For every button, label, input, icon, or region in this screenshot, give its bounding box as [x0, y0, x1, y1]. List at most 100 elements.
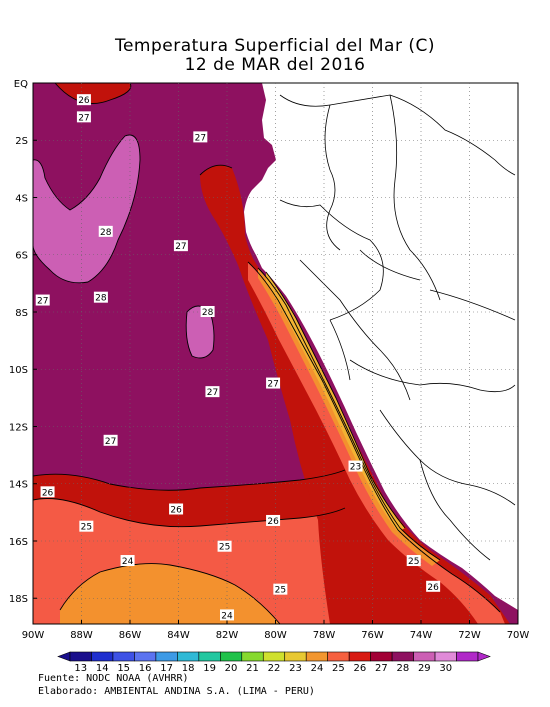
isotherm-label-bg: [348, 460, 363, 472]
colorbar-label: 18: [182, 663, 195, 674]
colorbar-label: 22: [268, 663, 281, 674]
colorbar-swatch: [155, 651, 178, 662]
isotherm-label: 28: [98, 225, 113, 238]
colorbar-label: 29: [418, 663, 431, 674]
isotherm-label: 25: [217, 540, 232, 553]
isotherm-label-bg: [120, 555, 135, 567]
colorbar-swatch: [370, 651, 393, 662]
isotherm-label: 27: [266, 377, 281, 390]
data-source: Fuente: NODC NOAA (AVHRR): [38, 673, 189, 684]
isotherm-label-bg: [266, 514, 281, 526]
isotherm-label: 25: [406, 555, 421, 567]
isotherm-label-bg: [205, 386, 220, 398]
colorbar-label: 24: [311, 663, 324, 674]
latitude-tick: 4S: [15, 193, 28, 204]
latitude-tick: 14S: [9, 480, 28, 491]
isotherm-label-text: 26: [427, 583, 439, 593]
colorbar-swatch: [348, 651, 371, 662]
isotherm-label-text: 26: [170, 506, 182, 516]
isotherm-label-text: 26: [267, 517, 279, 527]
isotherm-label-bg: [173, 240, 188, 252]
isotherm-label-text: 25: [408, 557, 419, 567]
isotherm-label-text: 25: [219, 543, 230, 553]
isotherm-label-text: 27: [267, 380, 278, 390]
isotherm-label: 27: [193, 131, 208, 143]
latitude-tick: 6S: [15, 251, 28, 262]
isotherm-label: 28: [93, 291, 108, 304]
sst-region-26-coast: [200, 165, 510, 624]
isotherm-label-bg: [193, 131, 208, 143]
sst-region-23-coast: [266, 272, 405, 532]
longitude-tick: 88W: [70, 630, 93, 641]
isotherm-label-bg: [103, 434, 118, 446]
sst-field: [33, 83, 518, 624]
isotherm-label: 27: [103, 434, 118, 447]
isotherm-label: 24: [220, 609, 234, 621]
isotherm-label-bg: [76, 111, 91, 123]
isotherm-label-text: 27: [195, 133, 206, 143]
isotherm-label-bg: [35, 294, 50, 306]
isotherm-label: 26: [76, 94, 91, 106]
latitude-tick: 10S: [9, 365, 28, 376]
isotherm-label-text: 25: [81, 523, 92, 533]
isotherm-label-text: 26: [42, 488, 54, 498]
longitude-tick: 82W: [216, 630, 239, 641]
isotherm-label-bg: [200, 305, 215, 317]
isotherm-label: 25: [79, 520, 94, 533]
isotherm-lines: [33, 83, 501, 624]
colorbar-label: 25: [332, 663, 345, 674]
colorbar-label: 13: [74, 663, 87, 674]
isotherm-label-bg: [93, 291, 108, 303]
colorbar-swatch: [305, 651, 328, 662]
land-mass: [244, 83, 518, 610]
longitude-tick: 90W: [22, 630, 45, 641]
colorbar-swatch: [177, 651, 200, 662]
latitude-tick: 18S: [9, 594, 28, 605]
isotherm-label-text: 27: [175, 242, 186, 252]
colorbar-label: 15: [117, 663, 130, 674]
isotherm-label-bg: [79, 520, 94, 532]
latitude-tick: 12S: [9, 422, 28, 433]
sst-region-24: [60, 563, 280, 624]
isotherm-label-text: 27: [78, 113, 89, 123]
colorbar-label: 28: [396, 663, 409, 674]
sst-region-28-south: [186, 306, 214, 358]
colorbar-label: 19: [203, 663, 216, 674]
isotherm-label-text: 24: [122, 557, 134, 567]
isotherm-label-bg: [76, 94, 91, 106]
colorbar-swatch: [220, 651, 243, 662]
isotherm-label: 27: [76, 111, 91, 123]
isotherm-label: 27: [173, 240, 188, 252]
colorbar-min-arrow: [57, 651, 71, 662]
longitude-tick: 70W: [507, 630, 530, 641]
colorbar-swatch: [91, 651, 114, 662]
isotherm-label: 26: [40, 486, 55, 498]
longitude-tick: 78W: [313, 630, 336, 641]
isotherm-label-text: 23: [350, 463, 361, 473]
isotherm-label-bg: [220, 609, 234, 621]
colorbar-label: 20: [225, 663, 238, 674]
longitude-tick: 74W: [410, 630, 433, 641]
longitude-tick: 84W: [167, 630, 190, 641]
isotherm-label: 26: [266, 514, 281, 527]
colorbar-swatch: [327, 651, 350, 662]
longitude-tick: 86W: [119, 630, 142, 641]
latitude-tick: EQ: [14, 79, 28, 90]
latitude-tick: 2S: [15, 136, 28, 147]
isotherm-label-bg: [426, 580, 441, 592]
colorbar-max-arrow: [477, 651, 491, 662]
isotherm-label: 24: [120, 555, 135, 567]
isotherm-label-text: 25: [275, 586, 286, 596]
isotherm-label: 28: [200, 305, 215, 318]
isotherm-label-bg: [266, 377, 281, 389]
colorbar-swatch: [391, 651, 414, 662]
longitude-tick: 80W: [264, 630, 287, 641]
isotherm-label: 27: [35, 294, 50, 307]
isotherm-label-bg: [169, 503, 184, 515]
colorbar-label: 27: [375, 663, 388, 674]
isotherm-label-text: 28: [202, 308, 214, 318]
sst-region-28-west: [33, 135, 140, 283]
producer-credit: Elaborado: AMBIENTAL ANDINA S.A. (LIMA -…: [38, 686, 315, 697]
colorbar-swatch: [134, 651, 157, 662]
